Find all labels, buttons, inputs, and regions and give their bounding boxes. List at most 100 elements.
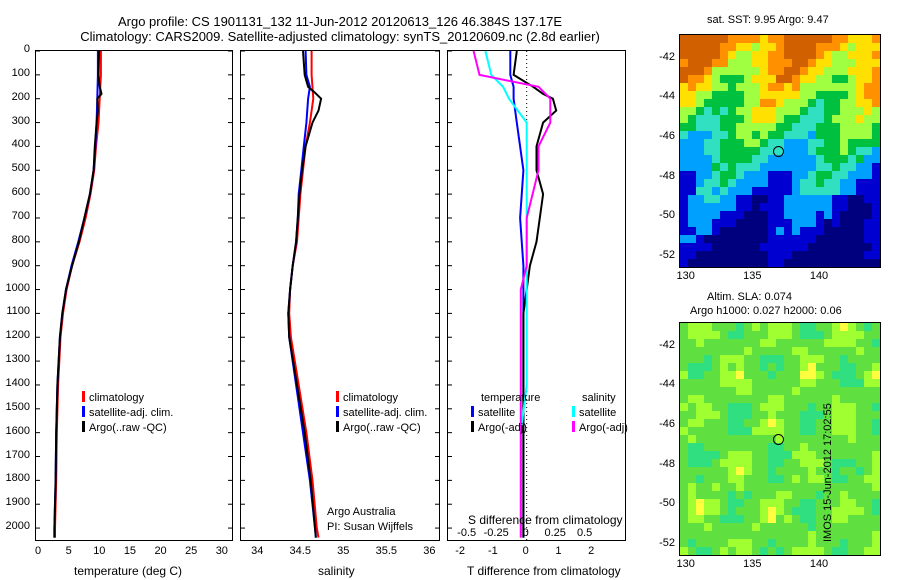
map-cell [816,67,824,75]
map-cell [800,387,808,395]
map-cell [712,363,720,371]
map-cell [728,483,736,491]
map-cell [688,451,696,459]
map-cell [840,459,848,467]
map-cell [744,147,752,155]
map-cell [856,499,864,507]
y-tick-label: 1500 [5,400,30,413]
map-cell [704,539,712,547]
map-y-tick-label: -48 [659,457,675,470]
map-cell [704,139,712,147]
map-cell [680,515,688,523]
map-cell [680,379,688,387]
map-cell [744,467,752,475]
map-cell [840,75,848,83]
map-cell [832,83,840,91]
map-cell [792,331,800,339]
map-cell [728,107,736,115]
map-cell [768,451,776,459]
map-cell [840,59,848,67]
map-cell [832,99,840,107]
map-cell [696,179,704,187]
map-cell [840,515,848,523]
map-cell [688,219,696,227]
map-cell [808,411,816,419]
map-cell [856,59,864,67]
map-cell [840,43,848,51]
map-cell [832,347,840,355]
map-cell [696,43,704,51]
map-cell [768,107,776,115]
map-cell [768,211,776,219]
map-cell [712,107,720,115]
map-cell [720,515,728,523]
map-cell [856,35,864,43]
map-cell [752,139,760,147]
map-cell [784,227,792,235]
map-cell [808,475,816,483]
map-cell [704,323,712,331]
map-cell [696,523,704,531]
map-cell [800,75,808,83]
map-cell [832,371,840,379]
map-cell [816,331,824,339]
map-cell [816,379,824,387]
map-cell [728,411,736,419]
map-cell [728,195,736,203]
map-cell [784,219,792,227]
y-tick-label: 0 [23,43,30,55]
map-cell [856,379,864,387]
map-cell [736,379,744,387]
map-cell [736,139,744,147]
map-cell [704,187,712,195]
map-cell [792,355,800,363]
map-cell [744,131,752,139]
map-cell [816,387,824,395]
map-cell [816,547,824,555]
y-tick-label: 600 [11,186,30,199]
legend-argo-raw: Argo(..raw -QC) [82,421,173,436]
map-cell [728,75,736,83]
map-cell [856,75,864,83]
map-cell [776,531,784,539]
map-cell [736,507,744,515]
map-cell [864,355,872,363]
map-cell [840,187,848,195]
map-cell [864,227,872,235]
map-cell [824,323,832,331]
map-cell [864,139,872,147]
map-cell [808,251,816,259]
map-cell [728,443,736,451]
map-cell [792,91,800,99]
map-cell [800,475,808,483]
map-cell [800,451,808,459]
map-cell [712,179,720,187]
map-cell [680,435,688,443]
map-cell [712,147,720,155]
map-cell [864,179,872,187]
map-cell [840,411,848,419]
map-cell [752,99,760,107]
map-cell [728,427,736,435]
map-cell [744,243,752,251]
map-x-tick-label: 140 [809,558,829,570]
map-cell [784,427,792,435]
map-cell [744,531,752,539]
y-tick-label: 1700 [5,448,30,461]
map-cell [760,179,768,187]
map-cell [768,155,776,163]
map-cell [752,219,760,227]
map-cell [760,371,768,379]
map-cell [840,243,848,251]
map-cell [808,203,816,211]
map-cell [792,83,800,91]
map-cell [776,211,784,219]
map-cell [872,395,880,403]
map-cell [680,227,688,235]
map-cell [776,83,784,91]
map-cell [792,235,800,243]
map-cell [824,131,832,139]
map-cell [720,259,728,267]
map-cell [704,491,712,499]
map-cell [848,403,856,411]
